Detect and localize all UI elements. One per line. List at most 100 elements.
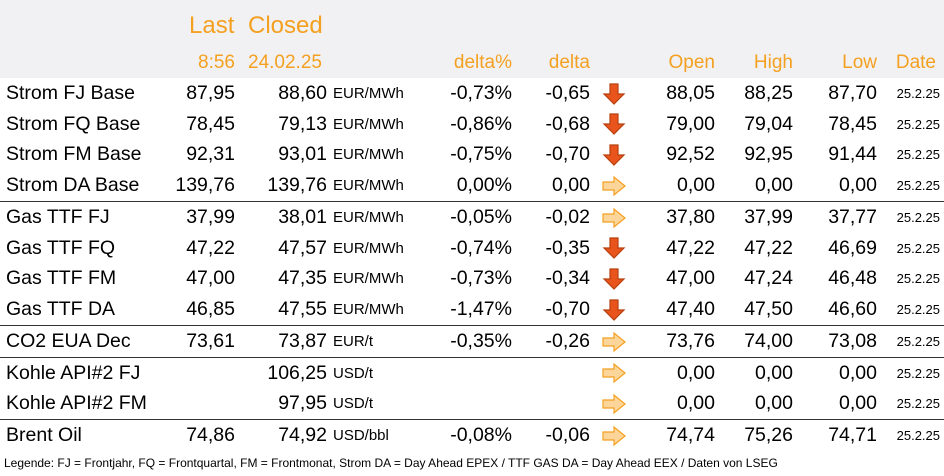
open-value: 88,05 [666,81,715,104]
closed-value: 38,01 [235,200,327,233]
open-value: 74,74 [638,419,715,451]
instrument-name: Kohle API#2 FJ [0,356,170,389]
delta-value: -0,70 [545,298,590,321]
high-header: High [753,52,793,73]
instrument-name: Gas TTF DA [6,298,116,321]
low-value: 73,08 [793,325,877,358]
closed-value: 139,76 [267,174,327,197]
open-value: 47,22 [666,236,715,259]
table-row: Strom DA Base 139,76 139,76 EUR/MWh 0,00% 0,0… [0,170,944,201]
last-value: 37,99 [170,200,235,233]
low-value: 37,77 [793,200,877,233]
delta-value [512,389,590,420]
rates-table-body: Strom FJ Base 87,95 88,60 EUR/MWh -0,73% -0,6… [0,78,944,451]
table-row: Strom FM Base 92,31 93,01 EUR/MWh -0,75% -0,7… [0,140,944,171]
arrow-right-icon [590,325,638,358]
arrow-down-icon [590,233,638,264]
date-value: 25.2.25 [877,356,944,389]
low-value: 74,71 [793,419,877,451]
open-value: 0,00 [677,392,715,415]
last-value: 47,22 [186,236,235,259]
delta-percent: -1,47% [450,298,512,321]
delta-value: -0,35 [545,236,590,259]
instrument-name: Brent Oil [0,419,170,451]
unit: EUR/MWh [333,84,404,102]
arrow-right-icon [590,356,638,389]
delta-value: -0,26 [512,325,590,358]
unit: EUR/MWh [333,115,404,133]
low-value: 46,69 [828,236,877,259]
open-value: 92,52 [666,143,715,166]
table-row: Kohle API#2 FM 97,95 USD/t 0,00 0,00 0,00 25.2… [0,389,944,420]
instrument-name: Kohle API#2 FM [6,392,147,415]
high-value: 75,26 [715,419,793,451]
closed-value: 74,92 [235,419,327,451]
last-value: 139,76 [175,174,235,197]
arrow-right-icon [590,419,638,451]
open-value: 79,00 [666,112,715,135]
date-value: 25.2.25 [877,419,944,451]
delta-percent: -0,08% [420,419,512,451]
unit: EUR/t [327,325,420,358]
open-value: 47,40 [666,298,715,321]
date-value: 25.2.25 [896,116,940,132]
date-value: 25.2.25 [896,240,940,256]
instrument-name: Gas TTF FQ [6,236,116,259]
table-row: Strom FJ Base 87,95 88,60 EUR/MWh -0,73% -0,6… [0,78,944,109]
unit: EUR/MWh [333,239,404,257]
high-value: 37,99 [715,200,793,233]
delta-percent: -0,35% [420,325,512,358]
low-value: 0,00 [839,392,877,415]
arrow-right-icon [590,170,638,201]
instrument-name: Gas TTF FJ [0,200,170,233]
unit: USD/bbl [327,419,420,451]
last-value: 87,95 [186,81,235,104]
delta-percent [420,389,512,420]
instrument-name: Strom FJ Base [6,81,135,104]
delta-value: -0,06 [512,419,590,451]
delta-percent: -0,05% [420,200,512,233]
open-value: 73,76 [638,325,715,358]
last-value: 74,86 [170,419,235,451]
low-value: 0,00 [839,174,877,197]
last-value [170,389,235,420]
high-value: 0,00 [755,174,793,197]
delta-value: -0,70 [545,143,590,166]
delta-pct-header: delta% [453,52,512,73]
unit: EUR/MWh [333,146,404,164]
open-value: 47,00 [666,267,715,290]
low-value: 87,70 [828,81,877,104]
unit: USD/t [333,395,374,413]
table-row: Gas TTF FM 47,00 47,35 EUR/MWh -0,73% -0,34 47… [0,264,944,295]
closed-value: 73,87 [235,325,327,358]
closed-value: 106,25 [235,356,327,389]
table-row: Brent Oil 74,86 74,92 USD/bbl -0,08% -0,06 74,… [0,419,944,451]
instrument-name: Gas TTF FM [6,267,117,290]
instrument-name: Strom FM Base [6,143,142,166]
delta-percent: -0,73% [450,267,512,290]
date-value: 25.2.25 [877,200,944,233]
last-value: 47,00 [186,267,235,290]
closed-value: 47,35 [278,267,327,290]
table-row: Gas TTF FQ 47,22 47,57 EUR/MWh -0,74% -0,35 47… [0,233,944,264]
high-value: 47,22 [744,236,793,259]
delta-header: delta [548,52,590,73]
delta-value: -0,34 [545,267,590,290]
low-value: 46,48 [828,267,877,290]
date-value: 25.2.25 [896,85,940,101]
closed-value: 88,60 [278,81,327,104]
unit: EUR/MWh [333,270,404,288]
delta-value [512,356,590,389]
arrow-right-icon [590,200,638,233]
table-row: Strom FQ Base 78,45 79,13 EUR/MWh -0,86% -0,6… [0,109,944,140]
low-value: 91,44 [828,143,877,166]
date-value: 25.2.25 [896,302,940,318]
date-value: 25.2.25 [896,396,940,412]
arrow-down-icon [590,264,638,295]
delta-value: -0,68 [545,112,590,135]
unit: EUR/MWh [327,200,420,233]
instrument-name: Strom FQ Base [6,112,141,135]
last-time: 8:56 [198,52,235,73]
date-value: 25.2.25 [896,271,940,287]
arrow-right-icon [590,389,638,420]
